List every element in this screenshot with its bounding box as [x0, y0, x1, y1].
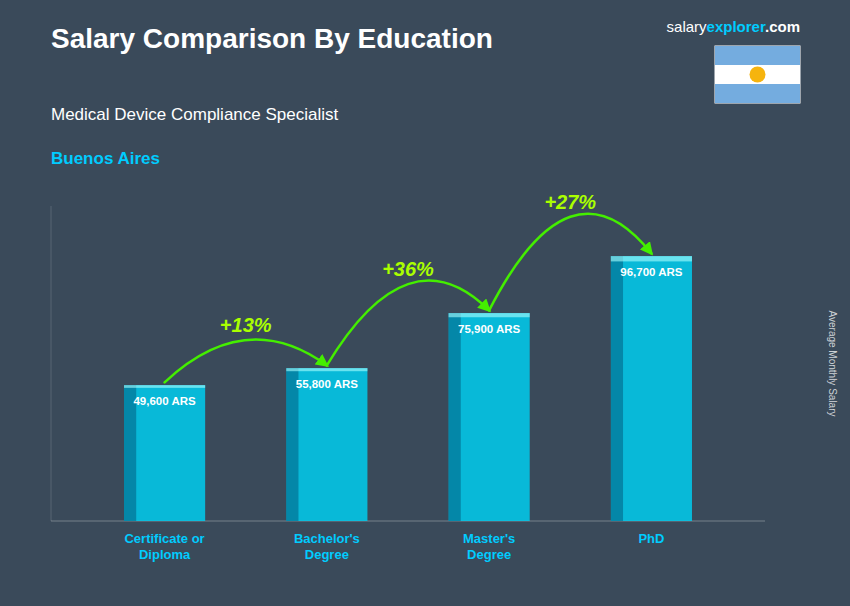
x-tick-label-line: Degree — [305, 547, 349, 562]
flag-stripe — [715, 84, 800, 103]
chart: Salary Comparison By Education Medical De… — [0, 0, 850, 606]
bars — [124, 256, 692, 521]
x-tick-label-line: Degree — [467, 547, 511, 562]
bar — [124, 385, 205, 521]
watermark-part: salary — [667, 18, 708, 35]
data-label: 96,700 ARS — [620, 266, 683, 278]
bar-shade — [449, 313, 461, 521]
bar-shade — [611, 256, 623, 521]
bar-highlight — [124, 385, 205, 388]
bar-highlight — [611, 256, 692, 261]
change-arrow — [165, 340, 327, 383]
change-label: +27% — [544, 191, 596, 213]
x-tick-label-line: Certificate or — [124, 531, 204, 546]
x-tick-label-line: PhD — [638, 531, 664, 546]
subtitle: Medical Device Compliance Specialist — [51, 105, 339, 124]
bar — [286, 368, 367, 521]
x-tick-label: Certificate orDiploma — [124, 531, 204, 562]
watermark-part: explorer — [707, 18, 766, 35]
flag-field — [715, 46, 800, 103]
city: Buenos Aires — [51, 149, 160, 168]
bar — [611, 256, 692, 521]
flag-sun — [750, 67, 766, 83]
watermark-part: .com — [765, 18, 800, 35]
flag-stripe — [715, 46, 800, 65]
bar-highlight — [449, 313, 530, 317]
x-tick-label: Master'sDegree — [463, 531, 515, 562]
change-arrow — [327, 281, 489, 366]
watermark: salaryexplorer.com — [667, 18, 800, 35]
bar-shade — [286, 368, 298, 521]
y-axis-label: Average Monthly Salary — [827, 311, 838, 417]
y-axis-line — [51, 206, 52, 521]
background — [0, 0, 850, 606]
x-tick-label: Bachelor'sDegree — [294, 531, 360, 562]
flag — [715, 46, 800, 103]
x-tick-label: PhD — [638, 531, 664, 546]
data-label: 49,600 ARS — [133, 395, 196, 407]
bar — [449, 313, 530, 521]
data-label: 75,900 ARS — [458, 323, 521, 335]
x-tick-label-line: Master's — [463, 531, 515, 546]
data-label: 55,800 ARS — [296, 378, 359, 390]
bar-highlight — [286, 368, 367, 371]
x-tick-label-line: Bachelor's — [294, 531, 360, 546]
change-arrow — [489, 214, 651, 311]
change-label: +13% — [220, 314, 272, 336]
title: Salary Comparison By Education — [51, 23, 493, 54]
x-tick-label-line: Diploma — [139, 547, 191, 562]
change-label: +36% — [382, 258, 434, 280]
